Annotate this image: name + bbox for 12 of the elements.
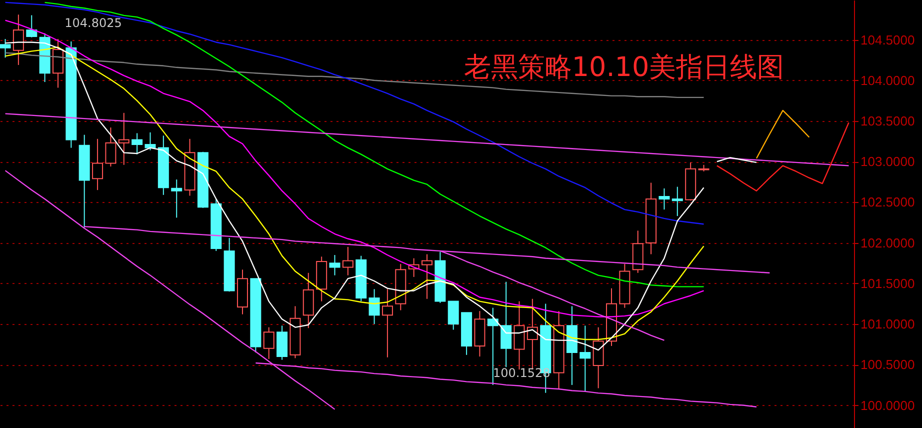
y-tick-label: 100.5000	[860, 357, 915, 372]
y-tick-label: 104.0000	[860, 72, 915, 88]
y-tick-label: 100.0000	[860, 398, 915, 413]
y-tick-label: 103.5000	[860, 114, 915, 129]
text: 老黑策略10.10美指日线图	[464, 52, 784, 83]
y-tick-label: 102.5000	[860, 194, 915, 210]
y-tick-label: 102.0000	[860, 235, 915, 250]
y-tick-label: 101.5000	[860, 276, 915, 291]
y-tick-label: 104.5000	[860, 32, 915, 48]
y-tick-label: 103.0000	[860, 154, 915, 170]
annotation: 104.8025	[64, 16, 122, 30]
y-tick-label: 101.0000	[860, 316, 915, 332]
